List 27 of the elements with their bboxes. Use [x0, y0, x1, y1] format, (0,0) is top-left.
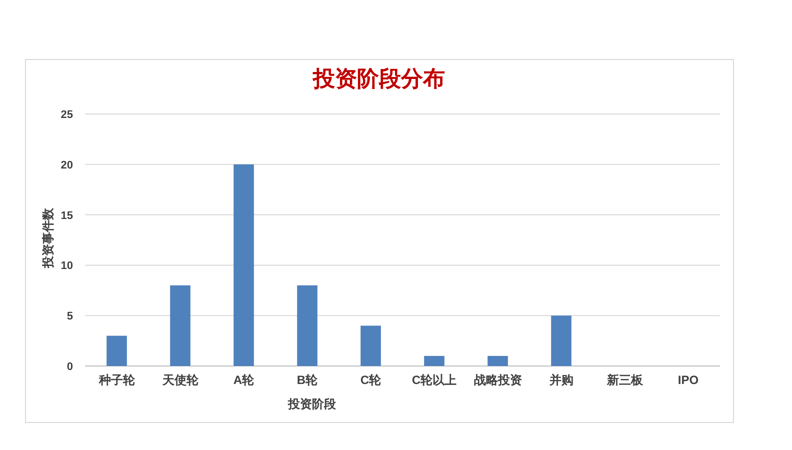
x-tick-label: 种子轮 — [98, 373, 136, 387]
x-tick-label: A轮 — [233, 373, 256, 387]
x-tick-label: C轮以上 — [412, 373, 457, 387]
y-tick-label: 10 — [60, 260, 73, 272]
chart-title: 投资阶段分布 — [312, 66, 445, 91]
x-tick-label: 战略投资 — [474, 373, 522, 387]
bar — [234, 164, 254, 366]
x-tick-label: B轮 — [296, 373, 319, 387]
bar — [424, 356, 444, 366]
y-tick-label: 5 — [66, 310, 73, 323]
x-tick-label: 新三板 — [606, 373, 644, 387]
y-tick-label: 0 — [66, 361, 73, 373]
x-tick-label: 并购 — [548, 373, 574, 387]
bar — [106, 336, 127, 366]
y-tick-label: 15 — [60, 210, 73, 222]
y-tick-label: 20 — [60, 159, 73, 172]
bar — [551, 316, 572, 366]
x-tick-label: 天使轮 — [161, 373, 200, 387]
bar — [170, 285, 190, 366]
y-tick-label: 25 — [60, 109, 73, 121]
x-tick-label: IPO — [678, 373, 699, 387]
y-axis-title: 投资事件数 — [41, 207, 55, 269]
x-tick-label: C轮 — [360, 373, 382, 387]
x-axis-title: 投资阶段 — [287, 397, 337, 411]
bar — [297, 285, 318, 366]
bar — [488, 356, 508, 366]
bar — [360, 326, 381, 366]
